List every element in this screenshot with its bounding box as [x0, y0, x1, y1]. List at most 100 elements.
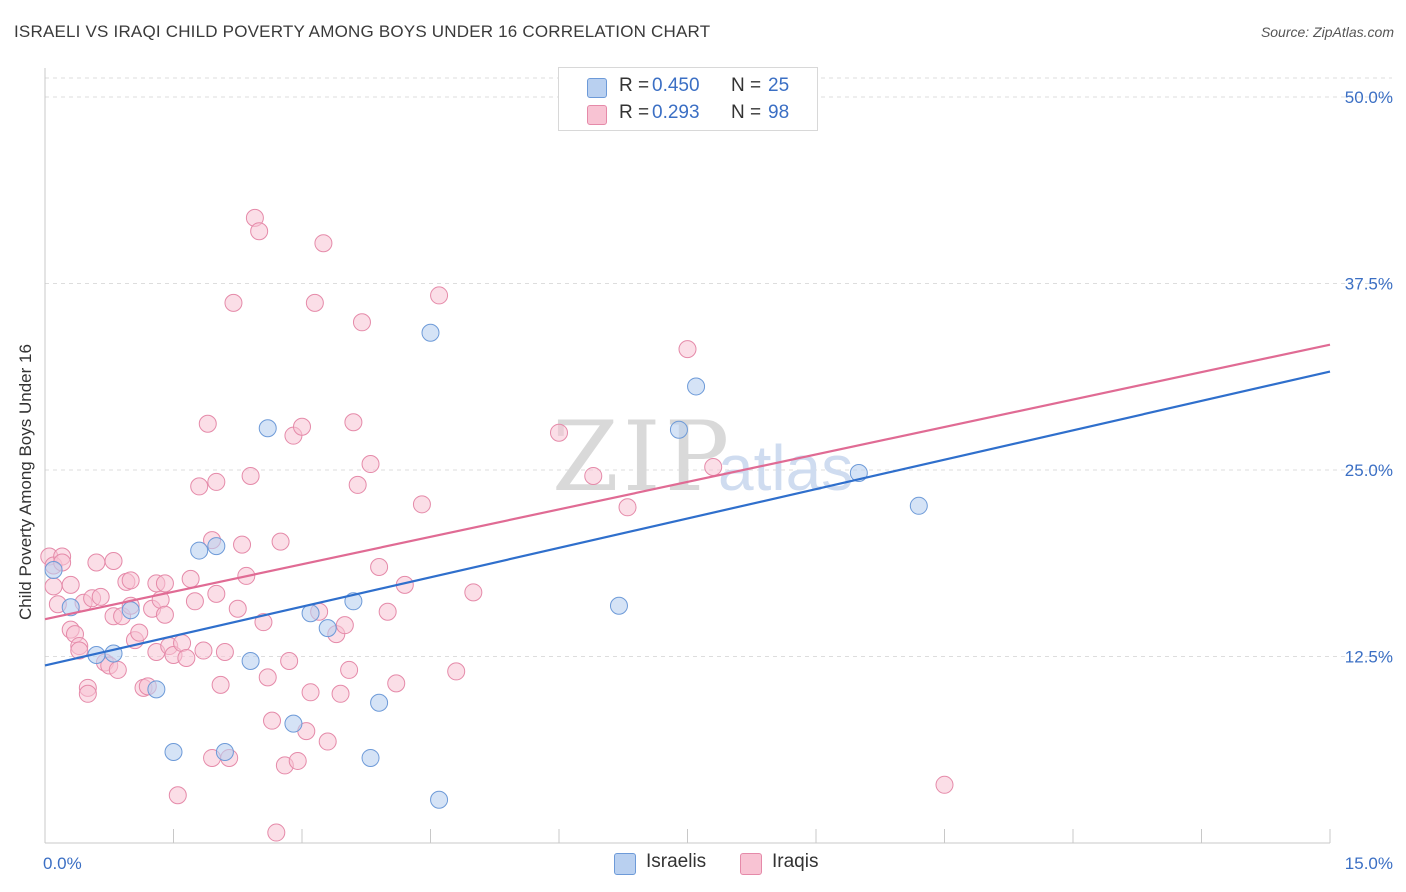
israelis-swatch: [614, 853, 636, 875]
y-tick-label: 25.0%: [1345, 461, 1393, 480]
iraqi-point: [293, 417, 311, 436]
iraqi-point: [194, 641, 213, 660]
iraqi-point: [44, 577, 63, 596]
iraqi-point: [207, 584, 226, 603]
israelis-points: [44, 323, 928, 809]
correlation-legend: R = 0.450 N = 25 R = 0.293 N = 98: [558, 67, 818, 131]
chart-title: ISRAELI VS IRAQI CHILD POVERTY AMONG BOY…: [14, 22, 711, 41]
iraqi-point: [340, 660, 359, 679]
iraqi-point: [280, 651, 299, 670]
iraqis-swatch: [740, 853, 762, 875]
iraqi-point: [464, 583, 483, 602]
iraqi-point: [318, 732, 337, 751]
israeli-point: [147, 680, 166, 699]
iraqi-point: [108, 660, 127, 679]
iraqi-point: [263, 711, 282, 730]
iraqi-point: [121, 571, 140, 590]
legend-label: Iraqis: [772, 851, 819, 872]
legend-label: Israelis: [646, 851, 707, 872]
israeli-point: [190, 541, 209, 560]
n-value: 25: [768, 75, 790, 96]
israeli-point: [258, 419, 277, 438]
iraqi-point: [241, 466, 260, 485]
iraqi-point: [228, 599, 247, 618]
israeli-point: [284, 714, 303, 733]
iraqi-point: [250, 222, 269, 241]
israeli-point: [301, 604, 320, 623]
iraqi-point: [412, 495, 431, 514]
iraqi-point: [61, 575, 80, 594]
iraqi-point: [233, 535, 252, 554]
iraqi-point: [78, 684, 97, 703]
iraqi-point: [550, 423, 568, 442]
iraqi-point: [224, 293, 243, 312]
iraqi-point: [305, 293, 324, 312]
iraqi-point: [173, 634, 192, 653]
israeli-point: [207, 537, 226, 556]
israeli-point: [215, 742, 234, 761]
iraqi-point: [331, 684, 350, 703]
israelis-swatch: [587, 78, 607, 98]
iraqis-swatch: [587, 105, 607, 125]
axes: [44, 68, 1331, 844]
israeli-point: [121, 601, 140, 620]
trend-lines: [44, 343, 1331, 667]
y-tick-label: 12.5%: [1345, 648, 1393, 667]
iraqi-point: [207, 472, 226, 491]
iraqi-point: [70, 641, 89, 660]
iraqi-point: [198, 414, 217, 433]
y-tick-label: 37.5%: [1345, 275, 1393, 294]
iraqi-point: [618, 498, 637, 517]
iraqi-point: [352, 313, 371, 332]
israeli-point: [164, 742, 183, 761]
iraqi-point: [370, 557, 389, 576]
iraqi-point: [258, 668, 277, 687]
r-value: 0.450: [652, 75, 700, 96]
watermark-atlas: atlas: [718, 432, 853, 504]
iraqi-point: [87, 553, 106, 572]
x-tick-label-end: 15.0%: [1345, 854, 1393, 873]
source-label: Source: ZipAtlas.com: [1260, 24, 1394, 40]
n-label: N =: [731, 75, 762, 96]
iraqi-point: [168, 786, 187, 805]
israeli-point: [909, 496, 928, 515]
r-label: R =: [619, 75, 650, 96]
iraqi-point: [301, 683, 320, 702]
n-value: 98: [768, 102, 790, 123]
iraqi-point: [335, 616, 354, 635]
iraqi-point: [267, 823, 286, 842]
israeli-point: [61, 598, 80, 617]
x-tick-label-start: 0.0%: [43, 854, 82, 873]
watermark-zip: ZIP: [552, 401, 733, 513]
iraqi-point: [344, 413, 363, 432]
iraqi-point: [314, 234, 333, 253]
tick-labels: 12.5% 25.0% 37.5% 50.0% 0.0% 15.0%: [43, 88, 1393, 873]
israeli-point: [430, 790, 449, 809]
iraqi-point: [130, 623, 149, 642]
r-label: R =: [619, 102, 650, 123]
iraqis-trend-line: [44, 343, 1331, 621]
israeli-point: [241, 651, 260, 670]
iraqi-point: [704, 458, 723, 477]
iraqi-point: [181, 569, 200, 588]
legend-row-israelis: R = 0.450 N = 25: [559, 73, 817, 101]
iraqi-point: [254, 613, 273, 632]
iraqi-point: [288, 751, 307, 770]
iraqi-point: [447, 662, 466, 681]
iraqi-point: [91, 587, 110, 606]
watermark: ZIP atlas: [552, 401, 853, 513]
iraqi-point: [215, 643, 234, 662]
y-tick-label: 50.0%: [1345, 88, 1393, 107]
iraqi-point: [190, 477, 209, 496]
iraqi-point: [155, 605, 174, 624]
iraqi-point: [155, 574, 174, 593]
iraqi-point: [378, 602, 397, 621]
israeli-point: [669, 420, 688, 439]
israeli-point: [361, 748, 380, 767]
israeli-point: [44, 560, 63, 579]
israeli-point: [344, 592, 363, 611]
legend-row-iraqis: R = 0.293 N = 98: [559, 100, 817, 128]
iraqi-point: [935, 775, 954, 794]
israeli-point: [318, 619, 337, 638]
